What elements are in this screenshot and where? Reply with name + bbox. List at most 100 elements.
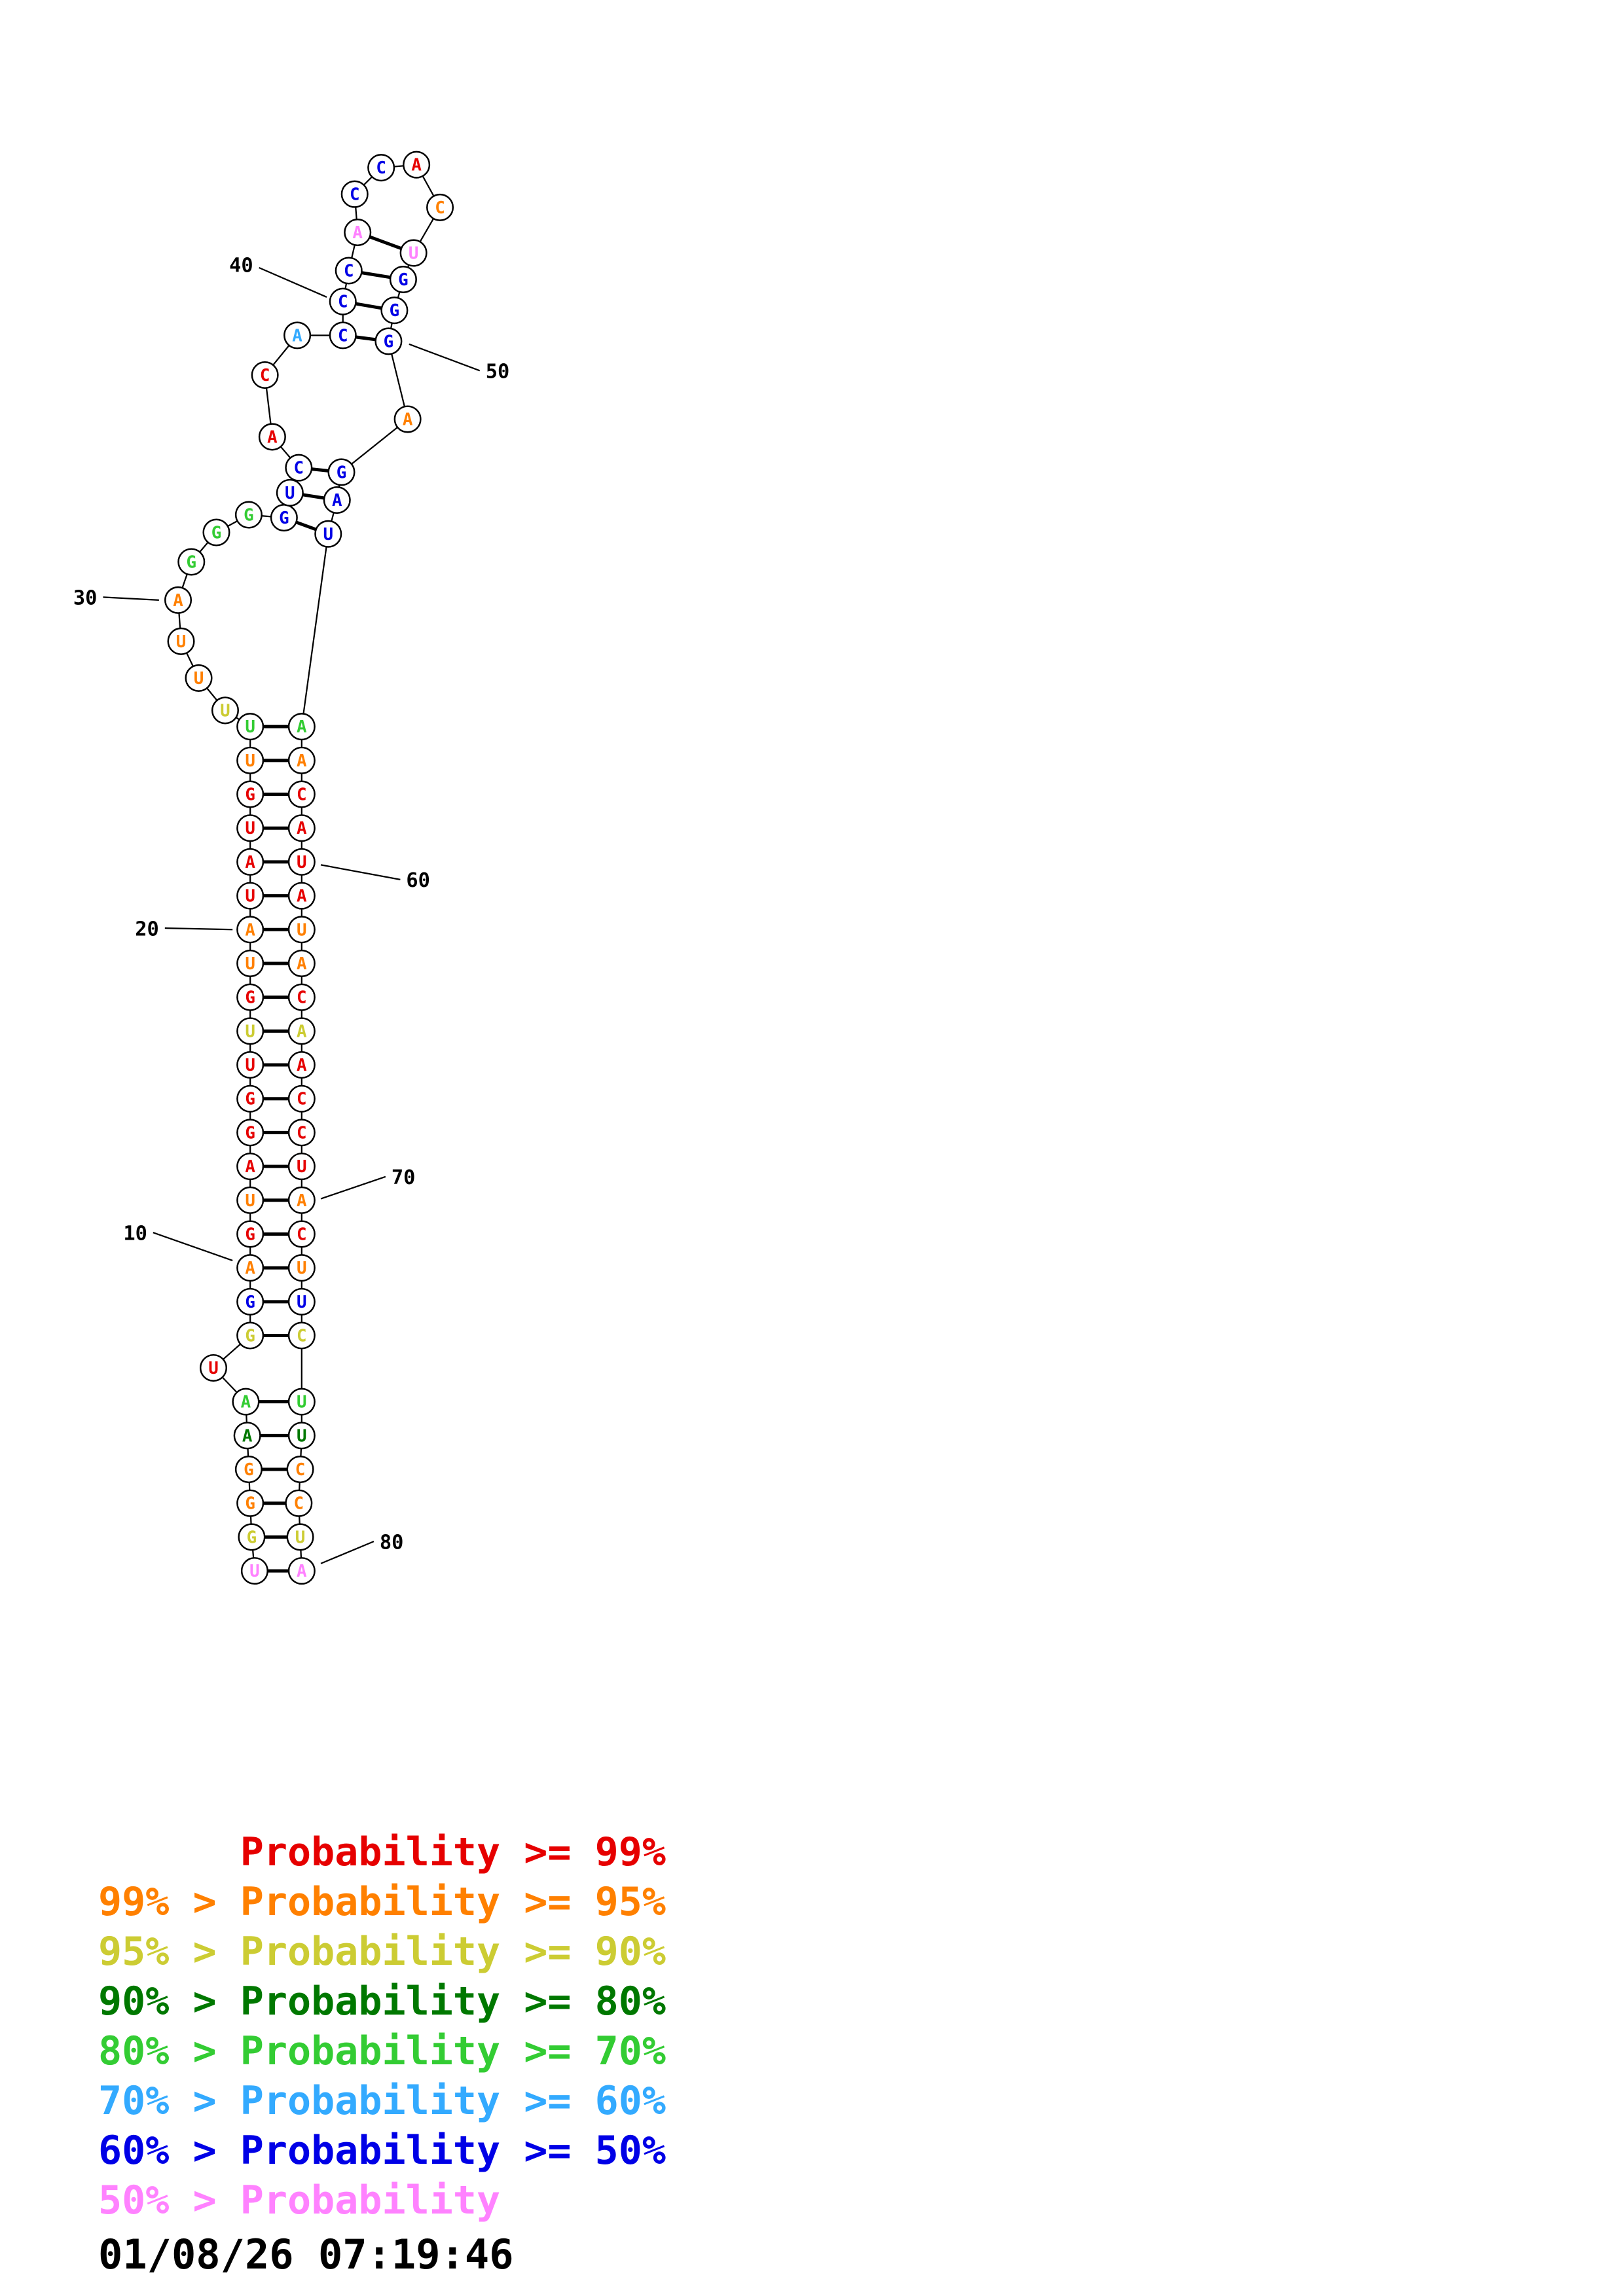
nucleotide-circle bbox=[286, 1456, 314, 1484]
nucleotide-base: G bbox=[384, 332, 394, 351]
nucleotide-circle bbox=[329, 321, 357, 350]
nucleotide-circle bbox=[236, 1153, 264, 1181]
nucleotide-base: C bbox=[297, 1225, 307, 1244]
nucleotide-circle bbox=[287, 1220, 316, 1248]
nucleotide-base: A bbox=[297, 1022, 307, 1041]
nucleotide-circle bbox=[258, 423, 286, 451]
nucleotide-base: G bbox=[337, 463, 347, 482]
nucleotide-base: A bbox=[241, 1393, 251, 1412]
nucleotide-circle bbox=[287, 1254, 316, 1282]
position-leader-line bbox=[103, 596, 159, 601]
nucleotide-base: G bbox=[211, 524, 222, 543]
position-label: 60 bbox=[406, 869, 430, 892]
nucleotide-base: U bbox=[245, 819, 255, 838]
nucleotide-circle bbox=[287, 746, 316, 774]
position-leader-line bbox=[320, 864, 401, 880]
nucleotide-base: U bbox=[323, 525, 333, 545]
nucleotide-circle bbox=[287, 848, 316, 876]
nucleotide-circle bbox=[233, 1422, 261, 1450]
nucleotide-base: C bbox=[435, 198, 445, 218]
nucleotide-base: U bbox=[245, 1056, 255, 1075]
nucleotide-base: A bbox=[352, 223, 363, 243]
nucleotide-base: G bbox=[390, 301, 400, 321]
position-label: 80 bbox=[380, 1531, 404, 1554]
position-leader-line bbox=[320, 1541, 374, 1564]
nucleotide-base: U bbox=[220, 701, 230, 721]
nucleotide-circle bbox=[236, 814, 264, 842]
position-label: 40 bbox=[229, 255, 253, 278]
backbone-line bbox=[340, 418, 409, 473]
nucleotide-base: A bbox=[297, 1056, 307, 1075]
nucleotide-base: A bbox=[292, 326, 302, 346]
nucleotide-base: C bbox=[297, 785, 307, 805]
nucleotide-circle bbox=[236, 1051, 264, 1079]
nucleotide-base: C bbox=[338, 293, 348, 312]
nucleotide-base: A bbox=[297, 751, 307, 771]
nucleotide-circle bbox=[335, 257, 363, 285]
nucleotide-base: G bbox=[186, 552, 196, 572]
legend-line: 60% > Probability >= 50% bbox=[98, 2128, 666, 2174]
nucleotide-circle bbox=[287, 1321, 316, 1350]
nucleotide-base: G bbox=[279, 509, 289, 528]
nucleotide-base: A bbox=[173, 591, 183, 611]
nucleotide-base: A bbox=[297, 1191, 307, 1211]
position-label-layer: 10 20 30 40 50 60 70 80 bbox=[73, 255, 509, 1564]
nucleotide-base: C bbox=[297, 988, 307, 1008]
nucleotide-circle bbox=[287, 1287, 316, 1316]
legend-line: 99% > Probability >= 95% bbox=[98, 1879, 666, 1925]
nucleotide-circle bbox=[287, 1186, 316, 1214]
nucleotide-base: C bbox=[344, 261, 354, 281]
nucleotide-circle bbox=[287, 1051, 316, 1079]
nucleotide-base: A bbox=[267, 427, 278, 447]
nucleotide-circle bbox=[251, 361, 279, 389]
nucleotide-base: C bbox=[338, 326, 348, 346]
nucleotide-circle bbox=[344, 219, 372, 247]
nucleotide-circle bbox=[314, 520, 342, 548]
nucleotide-base: A bbox=[245, 920, 255, 940]
nucleotide-circle bbox=[240, 1557, 268, 1585]
nucleotide-circle bbox=[287, 949, 316, 977]
nucleotide-circle bbox=[287, 713, 316, 741]
nucleotide-circle bbox=[164, 586, 192, 614]
nucleotide-circle bbox=[234, 501, 263, 529]
nucleotide-base: U bbox=[297, 853, 307, 872]
nucleotide-base: U bbox=[297, 1259, 307, 1278]
nucleotide-base: C bbox=[376, 158, 386, 178]
nucleotide-base: U bbox=[285, 484, 295, 503]
nucleotide-circle bbox=[399, 239, 428, 267]
backbone-line bbox=[301, 533, 329, 727]
nucleotide-circle bbox=[177, 548, 206, 576]
nucleotide-base: U bbox=[297, 1157, 307, 1177]
nucleotide-circle bbox=[236, 848, 264, 876]
nucleotide-base: U bbox=[245, 1022, 255, 1041]
nucleotide-base: C bbox=[350, 185, 360, 205]
position-leader-line bbox=[320, 1175, 386, 1200]
nucleotide-base: U bbox=[295, 1528, 306, 1547]
nucleotide-base: G bbox=[245, 988, 255, 1008]
nucleotide-circle bbox=[276, 478, 304, 507]
nucleotide-base: G bbox=[247, 1528, 257, 1547]
legend-line: 95% > Probability >= 90% bbox=[98, 1929, 666, 1975]
nucleotide-base: U bbox=[297, 1293, 307, 1312]
probability-legend: Probability >= 99% 99% > Probability >= 9… bbox=[98, 1827, 666, 2225]
position-label: 10 bbox=[123, 1222, 147, 1245]
nucleotide-circle bbox=[287, 1153, 316, 1181]
nucleotide-circle bbox=[236, 882, 264, 910]
nucleotide-base: G bbox=[245, 1123, 255, 1143]
nucleotide-circle bbox=[236, 1220, 264, 1248]
position-label: 50 bbox=[486, 361, 510, 384]
nucleotide-circle bbox=[236, 949, 264, 977]
nucleotide-circle bbox=[236, 916, 264, 944]
nucleotide-circle bbox=[285, 454, 313, 482]
nucleotide-base: C bbox=[294, 1494, 304, 1514]
nucleotide-base: U bbox=[194, 669, 204, 689]
nucleotide-circle bbox=[236, 1085, 264, 1113]
nucleotide-circle bbox=[236, 983, 264, 1011]
nucleotide-base: U bbox=[297, 1426, 307, 1446]
nucleotide-circle bbox=[286, 1523, 314, 1551]
nucleotide-base: A bbox=[297, 887, 307, 906]
nucleotide-base: U bbox=[245, 1191, 255, 1211]
nucleotide-circle bbox=[287, 1557, 316, 1585]
nucleotide-circle bbox=[236, 713, 264, 741]
